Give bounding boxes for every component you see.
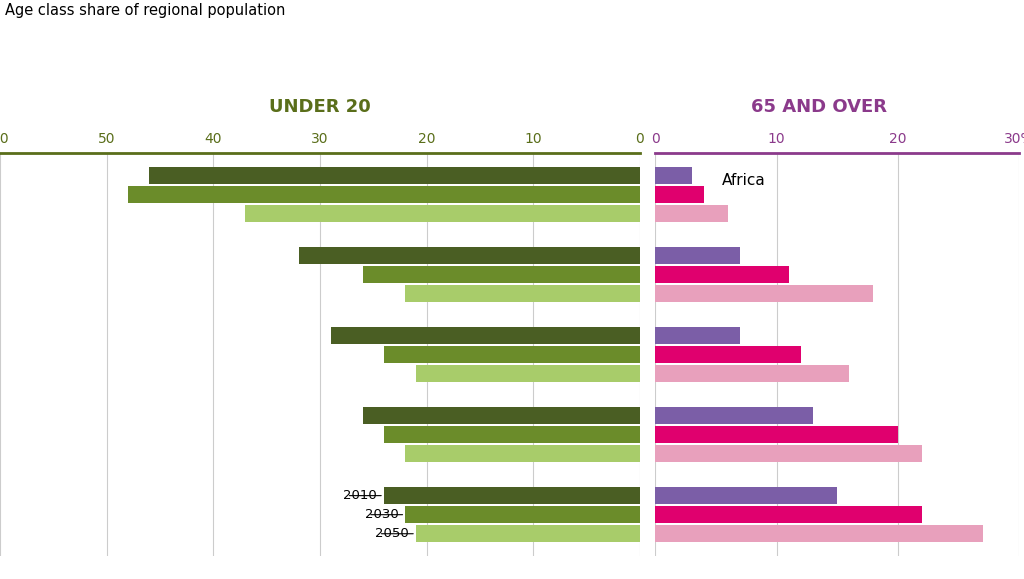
Bar (416, 365, 640, 382)
Bar (655, 426, 898, 443)
Bar (384, 488, 640, 504)
Bar (150, 167, 640, 184)
Bar (655, 506, 922, 523)
Bar (299, 247, 640, 264)
Bar (655, 327, 740, 344)
Bar (362, 266, 640, 283)
Bar (384, 346, 640, 363)
Bar (362, 407, 640, 424)
Bar (406, 445, 640, 462)
Bar (331, 327, 640, 344)
Bar (655, 407, 813, 424)
Text: Age class share of regional population: Age class share of regional population (5, 3, 286, 18)
Bar (655, 206, 728, 222)
Bar (655, 186, 703, 203)
Bar (655, 445, 922, 462)
Bar (655, 488, 838, 504)
Text: 65 AND OVER: 65 AND OVER (751, 98, 887, 116)
Bar (655, 247, 740, 264)
Bar (416, 525, 640, 542)
Bar (406, 506, 640, 523)
Bar (128, 186, 640, 203)
Bar (655, 167, 692, 184)
Text: Africa: Africa (722, 173, 766, 188)
Bar (406, 285, 640, 302)
Text: 2010: 2010 (343, 489, 377, 502)
Bar (655, 346, 801, 363)
Bar (655, 285, 873, 302)
Text: 2030: 2030 (365, 508, 398, 521)
Bar (655, 365, 849, 382)
Bar (246, 206, 640, 222)
Text: UNDER 20: UNDER 20 (269, 98, 371, 116)
Bar (384, 426, 640, 443)
Bar (655, 266, 788, 283)
Bar (655, 525, 983, 542)
Text: 2050: 2050 (376, 527, 410, 540)
